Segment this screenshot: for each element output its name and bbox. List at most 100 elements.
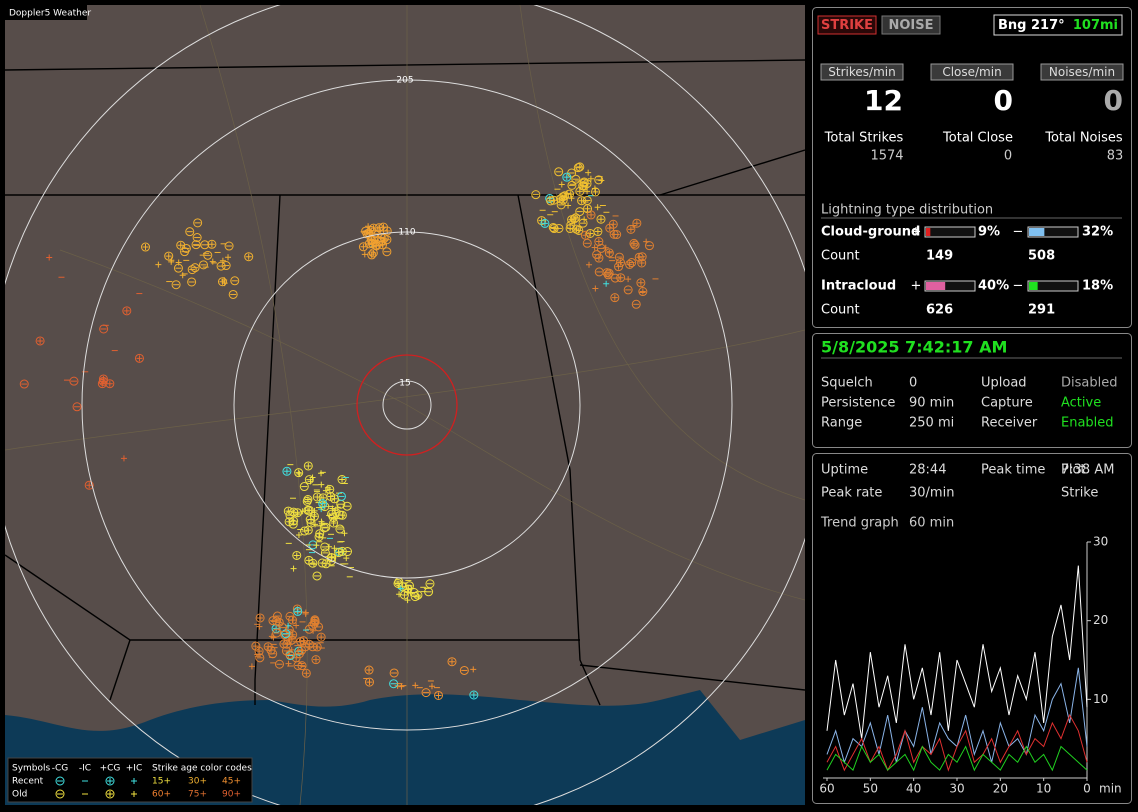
age-code: 90+ xyxy=(222,790,241,800)
status-panel xyxy=(812,7,1132,328)
x-axis-label: min xyxy=(1099,782,1122,796)
strike-symbol xyxy=(603,280,610,287)
total-value: 1574 xyxy=(870,149,903,164)
strike-symbol xyxy=(179,272,186,279)
strike-symbol xyxy=(364,665,374,675)
strike-symbol xyxy=(316,632,326,642)
strike-symbol xyxy=(434,690,444,700)
strike-symbol xyxy=(123,307,130,314)
strike-symbol xyxy=(470,691,477,698)
strike-symbol xyxy=(285,660,292,667)
count-label: Count xyxy=(821,249,860,264)
strike-symbol xyxy=(304,475,314,485)
noise-button[interactable] xyxy=(881,15,941,35)
strike-symbol xyxy=(389,668,399,678)
strike-symbol xyxy=(326,556,336,566)
strike-symbol xyxy=(540,218,550,228)
age-code: 30+ xyxy=(188,777,207,787)
strike-symbol xyxy=(173,263,183,273)
strike-symbol xyxy=(586,210,596,220)
strike-symbol xyxy=(318,499,328,509)
settings-rows: Squelch 0 Upload Disabled Persistence 90 min C… xyxy=(821,376,1117,431)
y-tick-label: 30 xyxy=(1093,535,1108,549)
strike-symbol xyxy=(546,196,556,206)
strike-symbol xyxy=(306,641,313,648)
x-tick-label: 60 xyxy=(819,782,834,796)
stat-text: 30/min xyxy=(909,486,954,501)
strike-symbol xyxy=(84,480,94,490)
y-tick-label: 20 xyxy=(1093,613,1108,627)
rate-value: 0 xyxy=(1104,84,1123,117)
strike-symbol xyxy=(644,241,654,251)
strike-symbol xyxy=(610,221,617,228)
stat-text: Peak time xyxy=(981,463,1045,478)
x-tick-label: 0 xyxy=(1083,782,1091,796)
strike-symbol xyxy=(318,481,325,488)
strike-symbol xyxy=(318,470,325,477)
total-label: Total Noises xyxy=(1044,131,1123,146)
strike-symbol xyxy=(303,670,310,677)
strike-symbol xyxy=(207,239,217,249)
strike-symbol xyxy=(316,530,323,537)
strike-symbol xyxy=(421,688,431,698)
strike-symbol xyxy=(312,656,319,663)
strike-symbol xyxy=(396,591,403,598)
type-label: Intracloud xyxy=(821,279,896,294)
strike-symbol xyxy=(225,254,232,261)
strike-symbol xyxy=(595,255,602,262)
stat-text: 7:38 AM xyxy=(1061,463,1114,478)
strike-symbol xyxy=(377,227,384,234)
strike-symbol xyxy=(312,571,322,581)
stats-panel xyxy=(812,453,1132,804)
strike-symbol xyxy=(378,222,388,232)
strike-symbol xyxy=(639,288,646,295)
stat-text: Peak rate xyxy=(821,486,882,501)
strike-symbol xyxy=(292,550,302,560)
strike-symbol xyxy=(272,628,282,638)
x-tick-label: 20 xyxy=(993,782,1008,796)
legend-label: -CG xyxy=(52,764,69,774)
strike-symbol xyxy=(554,223,564,233)
strike-symbol xyxy=(571,224,581,234)
strike-symbol xyxy=(185,227,195,237)
strike-symbol xyxy=(320,542,330,552)
strike-symbol xyxy=(311,617,318,624)
strike-symbol xyxy=(342,501,352,511)
setting-text: Persistence xyxy=(821,396,895,411)
strike-symbol xyxy=(378,234,385,241)
strike-symbol xyxy=(364,677,374,687)
bar-fill xyxy=(926,282,946,290)
strike-symbol xyxy=(296,470,303,477)
strike-symbol xyxy=(531,190,541,200)
strike-symbol xyxy=(283,468,290,475)
strike-symbol xyxy=(255,653,265,663)
distance: 107mi xyxy=(1073,18,1118,33)
strike-symbol xyxy=(360,243,367,250)
strike-symbol xyxy=(305,462,312,469)
strike-symbol xyxy=(582,232,589,239)
strike-symbol xyxy=(72,402,82,412)
strike-symbol xyxy=(295,531,302,538)
strike-symbol xyxy=(537,216,547,226)
strike-symbol xyxy=(317,558,327,568)
strike-symbol xyxy=(268,649,278,659)
strike-symbol xyxy=(171,280,181,290)
strike-button[interactable] xyxy=(817,15,877,35)
range-label: 15 xyxy=(399,379,410,389)
distribution-title: Lightning type distribution xyxy=(821,203,993,218)
strike-symbol xyxy=(314,622,324,632)
legend-label: Symbols xyxy=(12,764,51,774)
strike-symbol xyxy=(327,509,337,519)
state-borders xyxy=(5,59,805,706)
bar-fill xyxy=(926,228,931,236)
strike-symbol xyxy=(209,258,216,265)
trend-value: 60 min xyxy=(909,516,954,531)
strike-symbol xyxy=(633,220,640,227)
percent: 18% xyxy=(1082,279,1113,294)
strike-symbol xyxy=(361,251,368,258)
strike-symbol xyxy=(375,224,382,231)
setting-text: Active xyxy=(1061,396,1101,411)
roads xyxy=(5,5,805,805)
strike-symbol xyxy=(367,236,377,246)
percent: 40% xyxy=(978,279,1009,294)
